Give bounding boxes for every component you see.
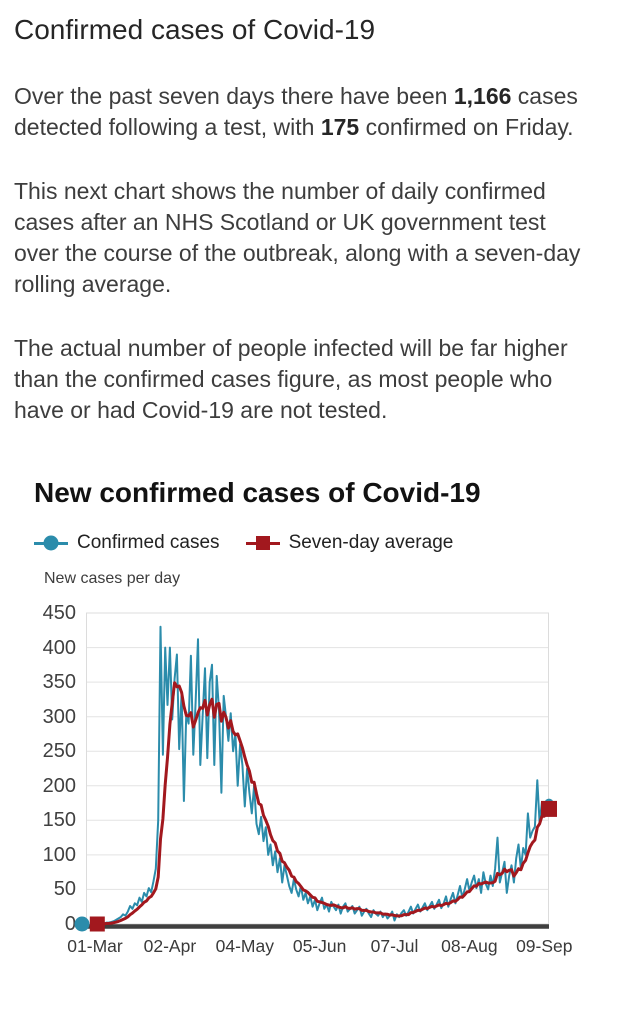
legend-item-confirmed-cases: Confirmed cases xyxy=(34,532,220,554)
article-page: Confirmed cases of Covid-19 Over the pas… xyxy=(0,12,624,970)
y-axis-title: New cases per day xyxy=(44,570,181,587)
paragraph-summary: Over the past seven days there have been… xyxy=(14,81,594,143)
x-tick-label: 09-Sep xyxy=(516,936,573,956)
legend-label-seven-day-average: Seven-day average xyxy=(288,532,454,553)
y-tick-label: 0 xyxy=(64,913,76,935)
x-tick-label: 05-Jun xyxy=(292,936,347,956)
x-tick-label: 01-Mar xyxy=(67,936,123,956)
y-tick-label: 150 xyxy=(42,809,76,832)
y-tick-label: 300 xyxy=(42,705,76,728)
chart-plot-area: New cases per day 450 400 350 300 250 200 150 1… xyxy=(14,570,606,970)
chart-legend: Confirmed cases Seven-day average xyxy=(34,532,606,554)
y-tick-label: 250 xyxy=(42,740,76,763)
y-tick-label: 350 xyxy=(42,671,76,694)
y-tick-label: 400 xyxy=(42,636,76,659)
x-tick-label: 04-May xyxy=(215,936,274,956)
friday-cases-count: 175 xyxy=(320,114,360,140)
confirmed-cases-circle-icon xyxy=(34,535,68,551)
paragraph-caveat: The actual number of people infected wil… xyxy=(14,335,568,423)
seven-day-average-square-icon xyxy=(245,535,280,551)
y-tick-label: 200 xyxy=(42,774,76,797)
y-tick-label: 50 xyxy=(53,878,76,901)
paragraph-chart-intro: This next chart shows the number of dail… xyxy=(14,178,581,297)
weekly-cases-count: 1,166 xyxy=(453,83,512,109)
summary-text-1: Over the past seven days there have been xyxy=(14,83,454,109)
legend-item-seven-day-average: Seven-day average xyxy=(245,532,454,554)
summary-text-2: cases detected following a test, with xyxy=(14,83,578,140)
x-tick-label: 08-Aug xyxy=(441,936,498,956)
covid-cases-chart: New confirmed cases of Covid-19 Confirme… xyxy=(14,476,606,970)
x-tick-label: 02-Apr xyxy=(143,936,197,956)
chart-title: New confirmed cases of Covid-19 xyxy=(34,477,481,508)
cases-chart-svg xyxy=(74,612,557,932)
legend-label-confirmed-cases: Confirmed cases xyxy=(77,532,220,553)
x-tick-label: 07-Jul xyxy=(370,936,419,956)
y-tick-label: 100 xyxy=(42,843,76,866)
y-tick-label: 450 xyxy=(42,602,76,624)
summary-text-3: confirmed on Friday. xyxy=(359,114,574,140)
article-heading: Confirmed cases of Covid-19 xyxy=(14,14,376,45)
